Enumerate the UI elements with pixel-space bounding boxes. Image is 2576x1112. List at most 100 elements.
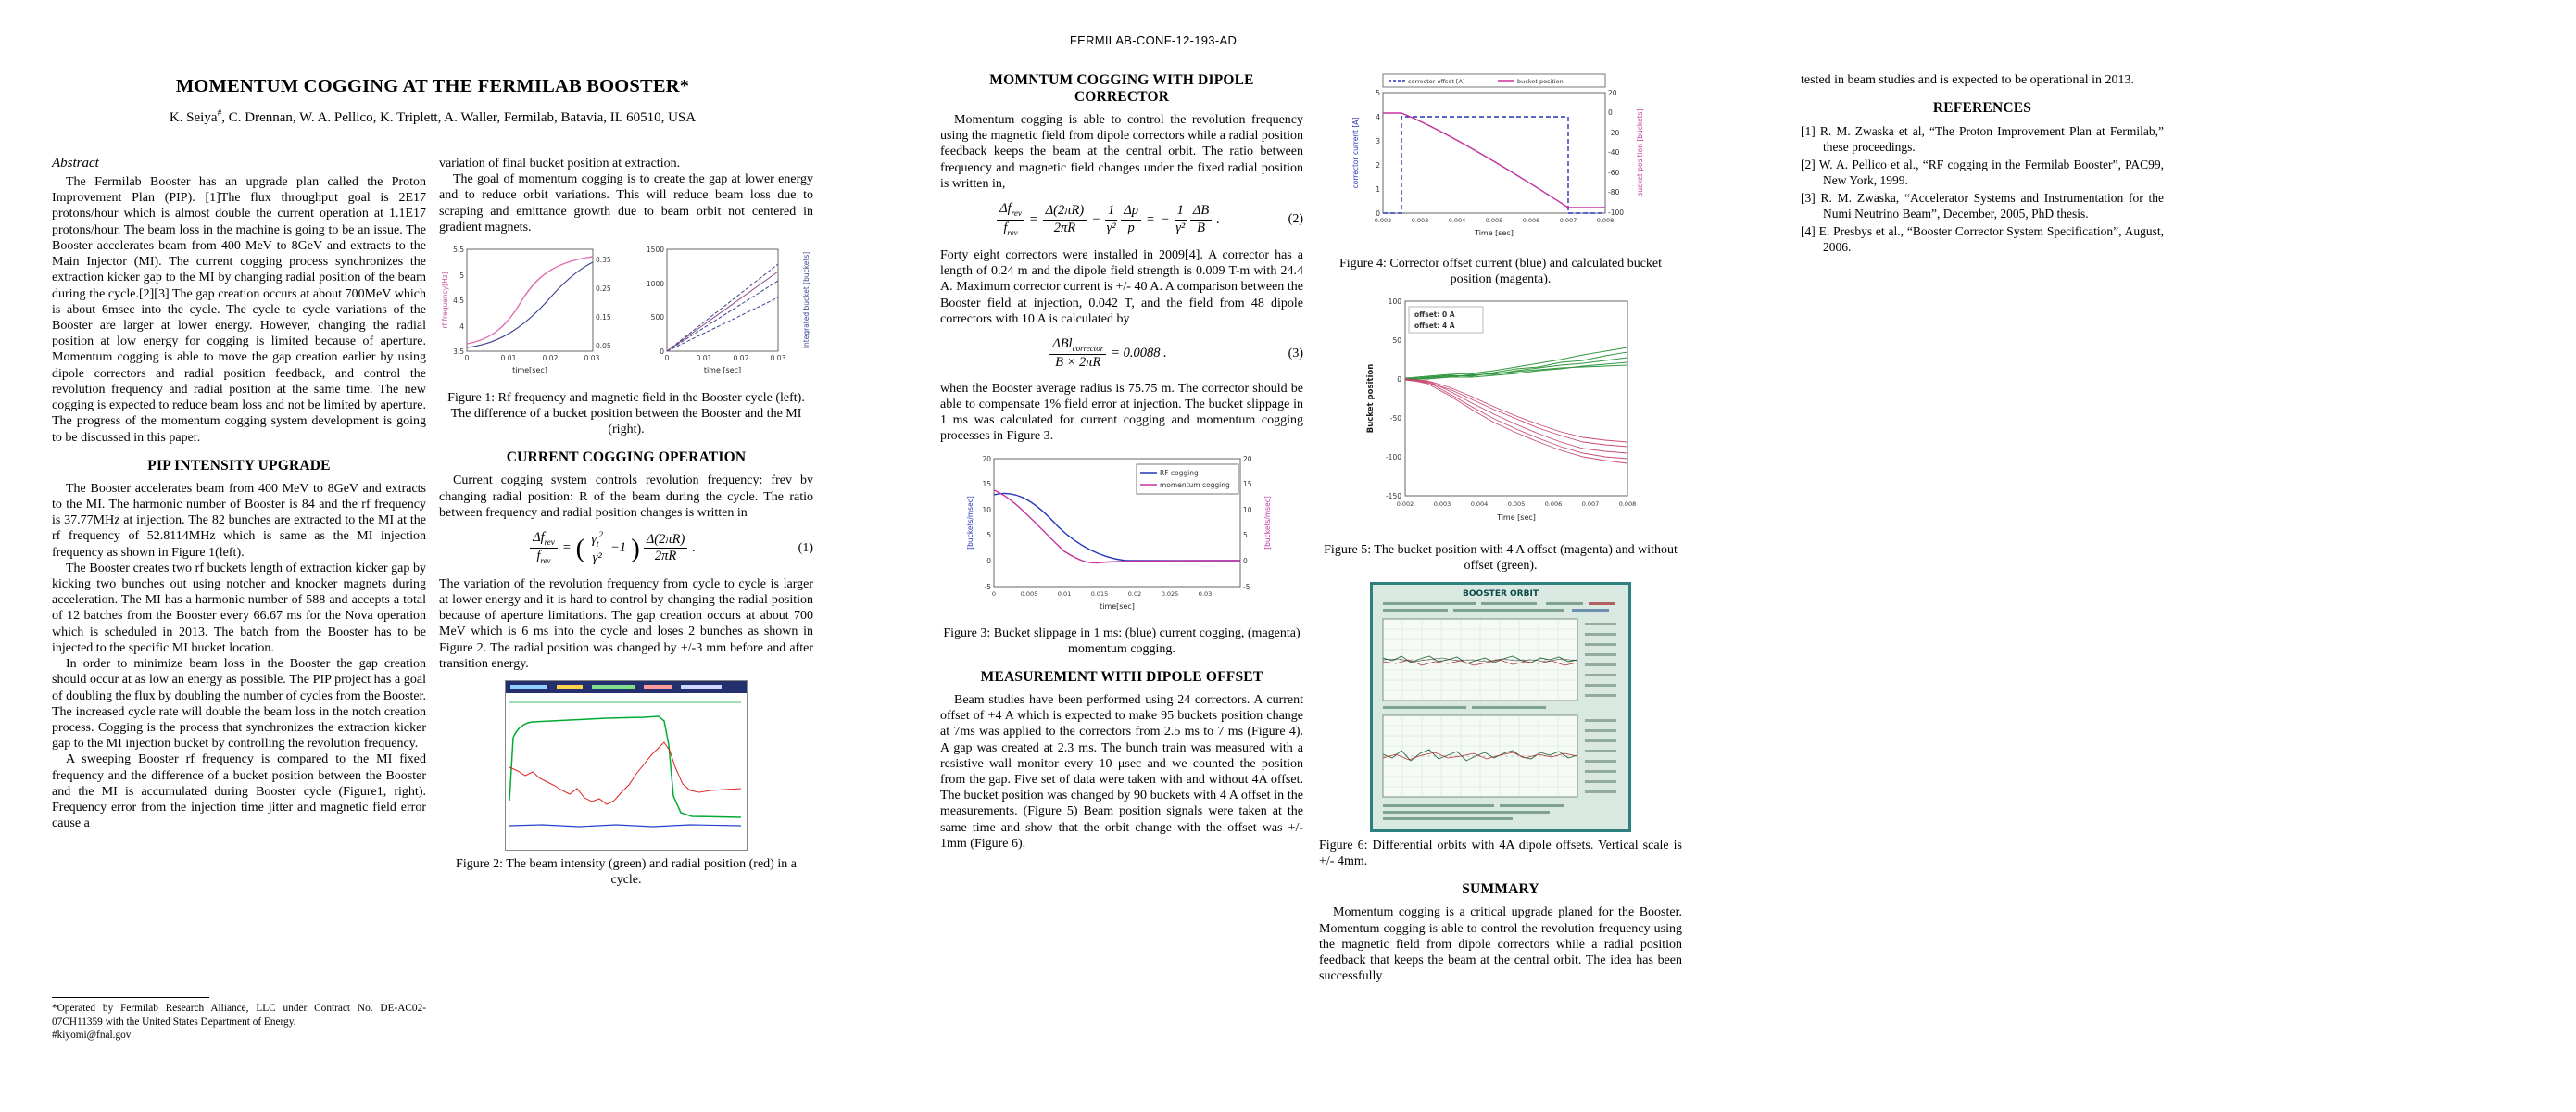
figure-4-plot: corrector offset [A] bucket position 5 4…	[1351, 73, 1644, 237]
footnote-rule	[52, 997, 209, 998]
svg-text:0.003: 0.003	[1412, 217, 1429, 224]
fig3-legend: RF cogging momentum cogging	[1136, 463, 1239, 495]
fig3-legend-momentum-cogging: momentum cogging	[1160, 481, 1230, 489]
fig3-xticks: 0 0.005 0.01 0.015 0.02 0.025 0.03	[992, 590, 1212, 598]
svg-text:0: 0	[665, 354, 670, 362]
fig1-right-yticks: 1500 1000 500 0	[647, 246, 664, 356]
svg-text:0.005: 0.005	[1486, 217, 1503, 224]
figure-4-caption: Figure 4: Corrector offset current (blue…	[1338, 257, 1663, 287]
equation-2-number: (2)	[1288, 212, 1303, 227]
author-footnote-mark: #	[217, 109, 222, 119]
fig5-legend-offset-4: offset: 4 A	[1414, 322, 1455, 330]
svg-text:100: 100	[1389, 297, 1402, 306]
page2-right-column: corrector offset [A] bucket position 5 4…	[1319, 72, 1682, 985]
svg-text:0.35: 0.35	[596, 256, 611, 264]
beam-intensity-trace	[509, 715, 742, 818]
fig4-yticks-right: 20 0 -20 -40 -60 -80 -100	[1608, 89, 1624, 217]
equation-3: ΔBlcorrector B × 2πR = 0.0088 . (3)	[940, 336, 1303, 371]
svg-text:-150: -150	[1386, 492, 1401, 500]
corrector-current-curve	[1383, 116, 1605, 214]
current-cogging-p2: The variation of the revolution frequenc…	[439, 576, 813, 671]
fig3-yticks-right: 20 15 10 5 0 -5	[1243, 455, 1252, 591]
console-right-tick-rows	[1585, 623, 1616, 794]
svg-text:1000: 1000	[647, 280, 664, 288]
section-heading-summary: SUMMARY	[1462, 881, 1539, 898]
fig5-ylabel: Bucket position	[1366, 364, 1376, 434]
title-block: MOMENTUM COGGING AT THE FERMILAB BOOSTER…	[52, 76, 813, 126]
svg-text:4: 4	[459, 322, 464, 331]
reference-item: [3] R. M. Zwaska, “Accelerator Systems a…	[1801, 191, 2164, 221]
svg-text:0.01: 0.01	[1058, 590, 1071, 598]
authors-line: K. Seiya#, C. Drennan, W. A. Pellico, K.…	[52, 109, 813, 126]
fig1-right-xticks: 0 0.01 0.02 0.03	[665, 354, 786, 362]
svg-text:0.03: 0.03	[1199, 590, 1212, 598]
svg-text:5: 5	[1376, 89, 1380, 97]
eq2-radius-fraction: Δ(2πR) 2πR	[1042, 203, 1087, 235]
svg-text:0: 0	[1608, 108, 1613, 117]
paragraph: In order to minimize beam loss in the Bo…	[52, 657, 426, 752]
references-list: [1] R. M. Zwaska et al, “The Proton Impr…	[1801, 123, 2164, 255]
equation-3-number: (3)	[1288, 346, 1303, 360]
svg-text:4.5: 4.5	[453, 297, 464, 305]
svg-text:-5: -5	[985, 583, 992, 591]
svg-text:0: 0	[1243, 557, 1248, 565]
svg-text:0: 0	[992, 590, 996, 598]
radial-position-trace	[509, 741, 742, 805]
svg-text:5.5: 5.5	[453, 246, 464, 254]
svg-text:-60: -60	[1608, 169, 1619, 177]
paragraph: A sweeping Booster rf frequency is compa…	[52, 752, 426, 831]
svg-text:0.015: 0.015	[1091, 590, 1109, 598]
footnote-line-2: #kiyomi@fnal.gov	[52, 1030, 132, 1042]
svg-text:-20: -20	[1608, 129, 1619, 137]
console-mid-text-rows	[1383, 706, 1546, 710]
figure-1-plots: 5.5 5 4.5 4 3.5 0.35 0.25 0.15 0.05 0 0.…	[441, 246, 810, 374]
equation-2: Δfrev frev = Δ(2πR) 2πR − 1 γ² Δp p = − 1 γ² …	[940, 201, 1303, 237]
fig1-right-xlabel: time [sec]	[704, 366, 741, 374]
section-heading-current-cogging: CURRENT COGGING OPERATION	[506, 449, 747, 466]
orbit-panel-1	[1382, 618, 1578, 701]
svg-text:50: 50	[1392, 336, 1401, 345]
svg-text:0.25: 0.25	[596, 284, 611, 293]
rf-frequency-curve	[466, 256, 594, 345]
svg-text:0.025: 0.025	[1162, 590, 1179, 598]
footnote-line-1: *Operated by Fermilab Research Alliance,…	[52, 1003, 426, 1028]
equation-1: Δfrev frev = ( γt2 γ² −1 ) Δ(2πR) 2πR . (1)	[439, 530, 813, 566]
page2-left-column: MOMNTUM COGGING WITH DIPOLE CORRECTOR Mo…	[940, 72, 1303, 852]
section-heading-momentum-cogging: MOMNTUM COGGING WITH DIPOLE CORRECTOR	[989, 72, 1254, 105]
author-lead: K. Seiya	[169, 110, 218, 125]
fig4-xticks: 0.002 0.003 0.004 0.005 0.006 0.007 0.00…	[1375, 217, 1615, 224]
fig4-legend: corrector offset [A] bucket position	[1382, 73, 1606, 88]
momentum-p1: Momentum cogging is able to control the …	[940, 113, 1303, 191]
goal-paragraph: The goal of momentum cogging is to creat…	[439, 172, 813, 234]
eq1-radius-fraction: Δ(2πR) 2πR	[643, 532, 688, 564]
current-cogging-p1: Current cogging system controls revoluti…	[439, 474, 813, 520]
bucket-position-curve	[1383, 112, 1605, 208]
page1-left-column: Abstract The Fermilab Booster has an upg…	[52, 156, 426, 832]
svg-text:0.05: 0.05	[596, 342, 611, 350]
section-heading-pip: PIP INTENSITY UPGRADE	[147, 457, 331, 474]
svg-text:0: 0	[1376, 209, 1380, 218]
figure-6-console: BOOSTER ORBIT	[1370, 582, 1631, 833]
measurement-p1: Beam studies have been performed using 2…	[940, 692, 1303, 851]
paragraph: The Booster accelerates beam from 400 Me…	[52, 481, 426, 560]
fig4-ylabel-right: bucket position [buckets]	[1636, 109, 1644, 197]
fig4-legend-bucket-position: bucket position	[1517, 78, 1564, 85]
svg-text:-40: -40	[1608, 148, 1619, 157]
pip-paragraphs: The Booster accelerates beam from 400 Me…	[52, 481, 426, 832]
svg-text:4: 4	[1376, 113, 1380, 121]
fig3-yticks-left: 20 15 10 5 0 -5	[982, 455, 991, 591]
figure-3-plot: RF cogging momentum cogging 20 15 10 5 0…	[966, 455, 1272, 611]
eq2-gamma-fraction: 1 γ²	[1105, 203, 1118, 235]
reference-item: [1] R. M. Zwaska et al, “The Proton Impr…	[1801, 124, 2164, 155]
svg-text:0.004: 0.004	[1471, 500, 1489, 508]
momentum-p2: Forty eight correctors were installed in…	[940, 247, 1303, 326]
fig5-yticks: 100 50 0 -50 -100 -150	[1386, 297, 1401, 500]
svg-text:0.008: 0.008	[1597, 217, 1615, 224]
svg-text:2: 2	[1376, 161, 1380, 170]
svg-text:0.03: 0.03	[584, 354, 600, 362]
magnetic-field-curve	[466, 261, 594, 348]
svg-text:10: 10	[1243, 506, 1252, 514]
fig5-legend-offset-0: offset: 0 A	[1414, 310, 1455, 319]
svg-text:0.006: 0.006	[1523, 217, 1540, 224]
svg-text:5: 5	[986, 531, 991, 539]
